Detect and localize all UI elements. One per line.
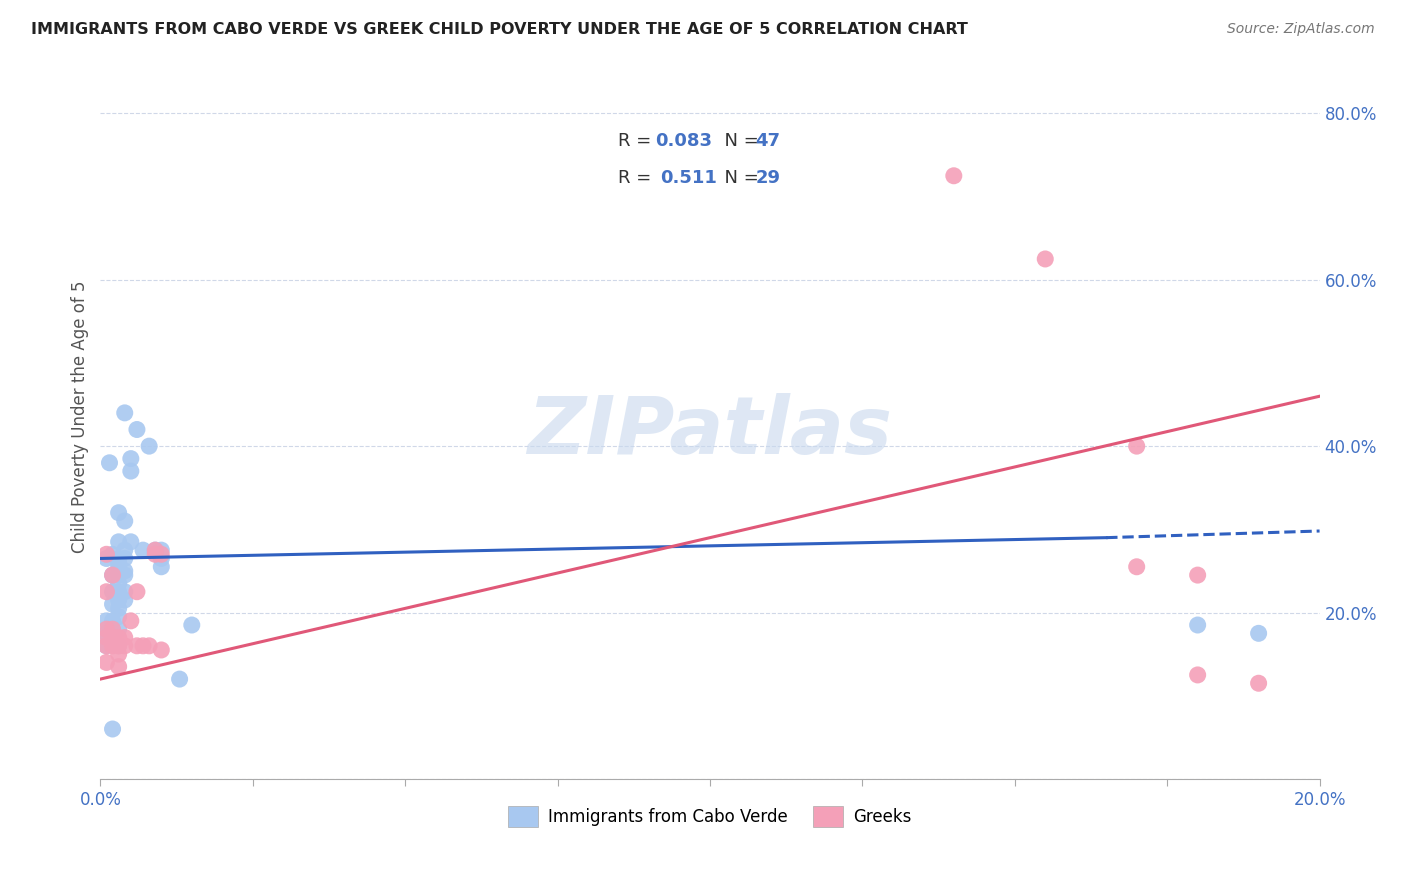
Point — [114, 406, 136, 420]
Point — [96, 639, 118, 653]
Point — [169, 672, 191, 686]
Point — [96, 656, 118, 670]
Point — [101, 584, 124, 599]
Point — [1247, 676, 1270, 690]
Point — [114, 568, 136, 582]
Point — [96, 639, 118, 653]
Point — [143, 543, 166, 558]
Point — [132, 543, 155, 558]
Point — [1033, 252, 1056, 266]
Point — [150, 643, 173, 657]
Point — [114, 564, 136, 578]
Text: 47: 47 — [755, 132, 780, 150]
Point — [942, 169, 965, 183]
Point — [96, 631, 118, 645]
Legend: Immigrants from Cabo Verde, Greeks: Immigrants from Cabo Verde, Greeks — [501, 797, 920, 836]
Point — [96, 551, 118, 566]
Point — [114, 584, 136, 599]
Text: 29: 29 — [755, 169, 780, 186]
Point — [114, 639, 136, 653]
Point — [150, 543, 173, 558]
Point — [107, 551, 129, 566]
Point — [101, 626, 124, 640]
Point — [107, 647, 129, 661]
Point — [1187, 668, 1209, 682]
Point — [143, 547, 166, 561]
Point — [101, 568, 124, 582]
Text: N =: N = — [713, 132, 765, 150]
Point — [1247, 626, 1270, 640]
Point — [101, 622, 124, 636]
Point — [101, 631, 124, 645]
Text: ZIPatlas: ZIPatlas — [527, 392, 893, 470]
Point — [96, 614, 118, 628]
Point — [107, 506, 129, 520]
Point — [107, 584, 129, 599]
Point — [1187, 568, 1209, 582]
Point — [107, 631, 129, 645]
Point — [120, 534, 142, 549]
Point — [96, 622, 118, 636]
Point — [138, 639, 160, 653]
Point — [107, 639, 129, 653]
Point — [101, 639, 124, 653]
Point — [120, 614, 142, 628]
Point — [101, 568, 124, 582]
Point — [114, 514, 136, 528]
Text: IMMIGRANTS FROM CABO VERDE VS GREEK CHILD POVERTY UNDER THE AGE OF 5 CORRELATION: IMMIGRANTS FROM CABO VERDE VS GREEK CHIL… — [31, 22, 967, 37]
Point — [107, 601, 129, 615]
Point — [150, 551, 173, 566]
Point — [101, 614, 124, 628]
Point — [120, 464, 142, 478]
Point — [98, 456, 121, 470]
Point — [107, 593, 129, 607]
Point — [107, 622, 129, 636]
Point — [96, 547, 118, 561]
Text: Source: ZipAtlas.com: Source: ZipAtlas.com — [1227, 22, 1375, 37]
Point — [107, 556, 129, 570]
Point — [101, 722, 124, 736]
Point — [107, 639, 129, 653]
Point — [125, 639, 148, 653]
Point — [107, 559, 129, 574]
Point — [96, 584, 118, 599]
Point — [96, 626, 118, 640]
Text: R =: R = — [617, 169, 662, 186]
Point — [120, 451, 142, 466]
Point — [180, 618, 202, 632]
Point — [114, 593, 136, 607]
Y-axis label: Child Poverty Under the Age of 5: Child Poverty Under the Age of 5 — [72, 281, 89, 553]
Text: 0.511: 0.511 — [659, 169, 717, 186]
Text: 0.083: 0.083 — [655, 132, 713, 150]
Point — [132, 639, 155, 653]
Point — [107, 659, 129, 673]
Point — [114, 543, 136, 558]
Point — [101, 547, 124, 561]
Point — [114, 551, 136, 566]
Point — [150, 559, 173, 574]
Point — [1125, 559, 1147, 574]
Point — [125, 423, 148, 437]
Point — [107, 576, 129, 591]
Text: R =: R = — [617, 132, 657, 150]
Point — [1187, 618, 1209, 632]
Point — [107, 568, 129, 582]
Point — [138, 439, 160, 453]
Point — [101, 597, 124, 611]
Point — [107, 534, 129, 549]
Point — [101, 634, 124, 648]
Point — [1125, 439, 1147, 453]
Point — [125, 584, 148, 599]
Point — [107, 609, 129, 624]
Point — [150, 547, 173, 561]
Text: N =: N = — [713, 169, 765, 186]
Point — [114, 631, 136, 645]
Point — [143, 543, 166, 558]
